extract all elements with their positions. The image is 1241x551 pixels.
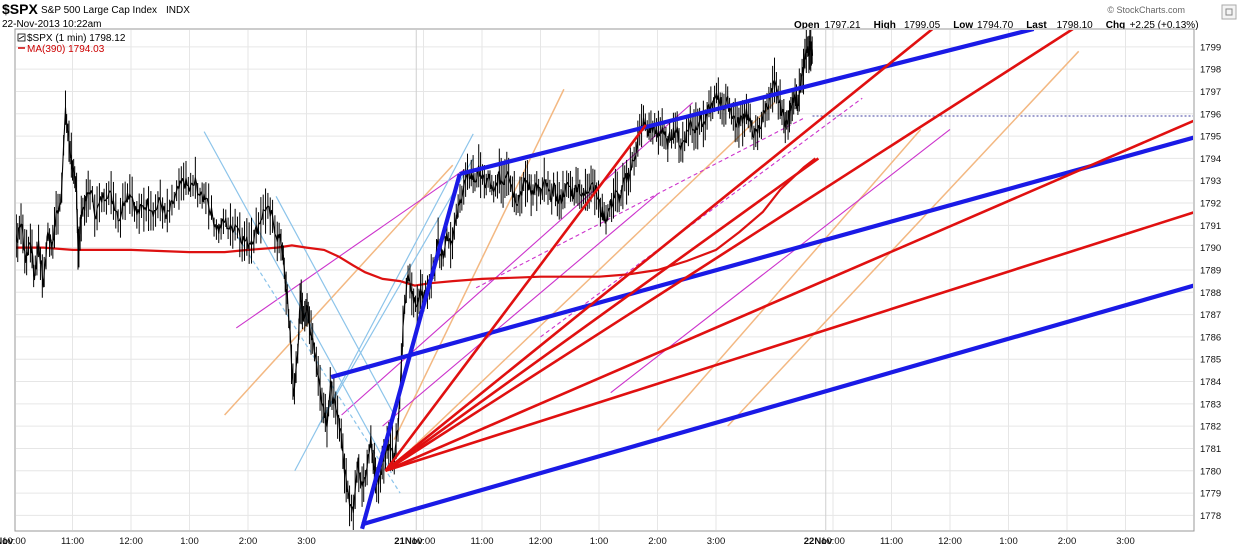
trendline-magenta [475, 117, 805, 289]
x-tick-label: 2:00 [648, 536, 667, 547]
trendline-lightblue [229, 225, 401, 494]
y-tick-label: 1793 [1200, 176, 1221, 187]
trendline-lightblue [203, 131, 392, 474]
ohlc-value: 1794.70 [977, 20, 1014, 31]
y-tick-label: 1778 [1200, 511, 1221, 522]
y-tick-label: 1787 [1200, 310, 1221, 321]
legend-label-ma: MA(390) 1794.03 [27, 44, 105, 55]
ohlc-label: High [874, 20, 896, 31]
y-tick-label: 1796 [1200, 109, 1221, 120]
legend: $SPX (1 min) 1798.12 MA(390) 1794.03 [17, 33, 126, 55]
ohlc-label: Open [794, 20, 820, 31]
x-tick-label: 22Nov [804, 536, 833, 547]
y-tick-label: 1794 [1200, 154, 1221, 165]
x-tick-label: 3:00 [1116, 536, 1135, 547]
y-tick-label: 1790 [1200, 243, 1221, 254]
trendline-blue [361, 283, 1193, 527]
trendline-blue [459, 30, 1035, 177]
chart-watermark: © StockCharts.com [1107, 5, 1185, 15]
y-axis: 1778 1779 1780 1781 1782 1783 1784 1785 1786 1787… [1200, 42, 1221, 522]
chart-options-icon[interactable] [1221, 4, 1237, 20]
thin-trendlines [203, 50, 1080, 494]
moving-average-line [16, 157, 817, 287]
y-tick-label: 1791 [1200, 221, 1221, 232]
trendline-red [384, 157, 820, 472]
trendline-lightblue [317, 158, 474, 427]
y-tick-label: 1799 [1200, 42, 1221, 53]
y-tick-label: 1782 [1200, 422, 1221, 433]
y-tick-label: 1779 [1200, 489, 1221, 500]
trendline-orange [656, 128, 922, 432]
ohlc-value: 1799.05 [904, 20, 941, 31]
chart-exchange: INDX [166, 5, 190, 16]
y-tick-label: 1781 [1200, 444, 1221, 455]
x-tick-label: 11:00 [880, 536, 903, 547]
x-tick-label: 10:00 [412, 536, 436, 547]
x-tick-label: 10:00 [821, 536, 845, 547]
price-line [16, 30, 814, 530]
x-tick-label: 2:00 [239, 536, 258, 547]
x-tick-label: 1:00 [590, 536, 609, 547]
x-tick-label: 21Nov [394, 536, 423, 547]
plot-area [14, 28, 1195, 532]
legend-item-ma: MA(390) 1794.03 [18, 44, 105, 55]
trendline-magenta [382, 193, 658, 427]
x-tick-label: 20Nov [0, 536, 14, 547]
y-tick-label: 1786 [1200, 332, 1221, 343]
legend-label-price: $SPX (1 min) 1798.12 [27, 33, 126, 44]
trendline-red [384, 30, 1074, 472]
chart-symbol: $SPX [2, 1, 38, 17]
legend-item-price: $SPX (1 min) 1798.12 [17, 33, 126, 44]
y-tick-label: 1798 [1200, 65, 1221, 76]
x-tick-label: 12:00 [119, 536, 143, 547]
x-tick-label: 1:00 [180, 536, 199, 547]
ohlc-label: Chg [1106, 20, 1125, 31]
thick-trendlines [330, 30, 1193, 530]
x-tick-label: 1:00 [999, 536, 1018, 547]
ohlc-summary: Open 1797.21 High 1799.05 Low 1794.70 Last 1798… [794, 20, 1199, 31]
trendline-orange [411, 102, 776, 449]
ohlc-value: +2.25 (+0.13%) [1130, 20, 1199, 31]
x-tick-label: 3:00 [707, 536, 726, 547]
trendline-red [385, 211, 1193, 472]
trendline-blue [360, 173, 462, 530]
trendline-red [384, 124, 647, 472]
x-tick-label: 11:00 [61, 536, 84, 547]
ohlc-value: 1798.10 [1057, 20, 1094, 31]
ohlc-label: Low [953, 20, 973, 31]
trendline-red [384, 119, 1193, 472]
x-tick-label: 3:00 [297, 536, 316, 547]
y-tick-label: 1797 [1200, 87, 1221, 98]
trendline-lightblue [275, 196, 395, 416]
x-tick-label: 12:00 [938, 536, 962, 547]
trendline-magenta [235, 169, 465, 329]
y-tick-label: 1789 [1200, 265, 1221, 276]
trendline-orange [393, 88, 565, 440]
trendline-orange [727, 50, 1080, 427]
x-tick-label: 10:00 [2, 536, 26, 547]
x-tick-label: 11:00 [470, 536, 493, 547]
y-tick-label: 1783 [1200, 399, 1221, 410]
y-tick-label: 1788 [1200, 288, 1221, 299]
ohlc-value: 1797.21 [824, 20, 861, 31]
x-tick-label: 2:00 [1058, 536, 1077, 547]
ohlc-label: Last [1026, 20, 1047, 31]
y-tick-label: 1784 [1200, 377, 1221, 388]
y-tick-label: 1780 [1200, 466, 1221, 477]
x-axis: 20Nov10:0011:0012:001:002:003:0021Nov10:… [0, 536, 1135, 547]
trendline-red [384, 30, 934, 472]
x-tick-label: 12:00 [529, 536, 553, 547]
chart-security-name: S&P 500 Large Cap Index [41, 5, 157, 16]
ma-390-line [16, 157, 817, 287]
trendline-magenta [540, 97, 863, 338]
y-tick-label: 1785 [1200, 355, 1221, 366]
y-tick-label: 1792 [1200, 199, 1221, 210]
chart-datetime: 22-Nov-2013 10:22am [2, 19, 102, 30]
y-tick-label: 1795 [1200, 132, 1221, 143]
trendline-orange [224, 164, 454, 416]
